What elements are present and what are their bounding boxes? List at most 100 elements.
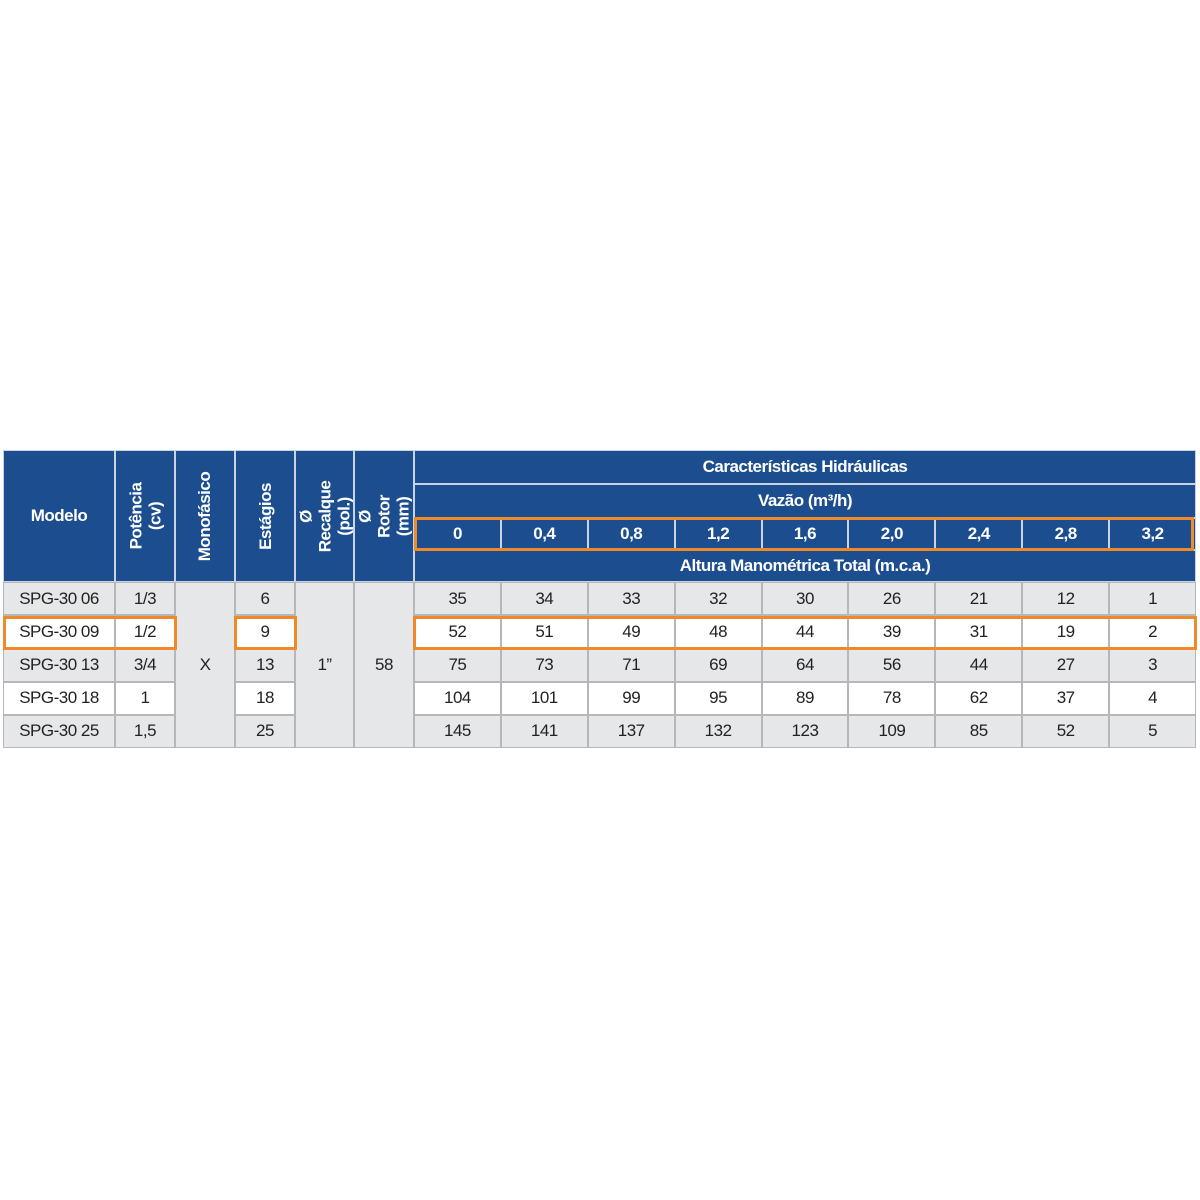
head-cell: 137: [587, 714, 675, 748]
model-cell: SPG-30 25: [3, 714, 115, 748]
head-cell-text: 56: [882, 654, 901, 674]
head-cell: 49: [587, 615, 675, 649]
head-cell-text: 51: [535, 621, 554, 641]
discharge-cell-text: 1”: [317, 655, 332, 674]
flow-cell-text: 3,2: [1141, 524, 1164, 543]
header-cell-text: Ø Recalque (pol.): [296, 480, 353, 552]
head-cell: 32: [674, 582, 762, 616]
head-cell-text: 49: [622, 621, 641, 641]
rotor-cell-text: 58: [375, 655, 393, 674]
model-cell: SPG-30 09: [3, 615, 115, 649]
head-cell: 4: [1109, 681, 1196, 715]
head-cell-text: 30: [796, 588, 814, 608]
power-cell-text: 1/2: [133, 621, 157, 641]
head-cell: 101: [500, 681, 588, 715]
stages-cell-text: 25: [256, 721, 274, 741]
head-cell-text: 101: [530, 688, 558, 708]
flow-cell: 1,2: [674, 518, 762, 550]
head-cell-text: 39: [882, 621, 901, 641]
head-cell-text: 1: [1148, 588, 1158, 608]
head-cell-text: 52: [448, 621, 467, 641]
single-phase-cell-text: X: [199, 655, 211, 674]
head-cell: 123: [761, 714, 849, 748]
head-cell: 78: [848, 681, 936, 715]
head-cell-text: 21: [969, 588, 988, 608]
head-cell-text: 34: [535, 588, 554, 608]
model-cell-text: SPG-30 09: [19, 621, 99, 641]
head-cell: 85: [935, 714, 1023, 748]
power-cell: 1/2: [115, 615, 175, 649]
header-cell-text: Modelo: [30, 506, 88, 525]
head-cell-text: 71: [622, 654, 641, 674]
power-cell-text: 1: [140, 688, 150, 708]
model-cell-text: SPG-30 25: [19, 721, 99, 741]
power-cell: 3/4: [115, 648, 175, 682]
head-cell: 95: [674, 681, 762, 715]
head-cell-text: 85: [969, 721, 988, 741]
head-cell: 64: [761, 648, 849, 682]
flow-cell-text: 2,8: [1054, 524, 1078, 543]
header-cell: Altura Manométrica Total (m.c.a.): [414, 550, 1196, 582]
head-cell: 12: [1022, 582, 1110, 616]
header-cell-text: Características Hidráulicas: [702, 457, 908, 476]
head-cell: 132: [674, 714, 762, 748]
head-cell-text: 104: [444, 688, 471, 708]
header-cell: Modelo: [3, 450, 115, 582]
head-cell-text: 78: [882, 688, 901, 708]
stages-cell-text: 9: [260, 621, 270, 641]
power-cell-text: 1/3: [133, 588, 157, 608]
head-cell: 21: [935, 582, 1023, 616]
head-cell-text: 99: [622, 688, 641, 708]
flow-cell: 2,8: [1022, 518, 1110, 550]
head-cell: 27: [1022, 648, 1110, 682]
flow-cell-text: 1,2: [707, 524, 730, 543]
single-phase-cell: X: [175, 582, 235, 748]
head-cell: 56: [848, 648, 936, 682]
head-cell-text: 141: [530, 721, 558, 741]
head-cell-text: 109: [878, 721, 906, 741]
head-cell: 69: [674, 648, 762, 682]
header-cell-text: Monofásico: [195, 471, 215, 561]
flow-cell: 1,6: [761, 518, 849, 550]
head-cell: 37: [1022, 681, 1110, 715]
header-cell: Estágios: [235, 450, 295, 582]
head-cell-text: 52: [1056, 721, 1075, 741]
head-cell-text: 4: [1148, 688, 1158, 708]
flow-cell-text: 2,0: [880, 524, 904, 543]
header-cell: Monofásico: [175, 450, 235, 582]
head-cell-text: 3: [1148, 654, 1158, 674]
head-cell-text: 32: [709, 588, 728, 608]
head-cell: 34: [500, 582, 588, 616]
power-cell-text: 1,5: [133, 721, 157, 741]
head-cell-text: 73: [535, 654, 554, 674]
flow-cell: 0,4: [500, 518, 588, 550]
model-cell: SPG-30 13: [3, 648, 115, 682]
head-cell: 89: [761, 681, 849, 715]
head-cell: 26: [848, 582, 936, 616]
head-cell-text: 132: [704, 721, 732, 741]
model-cell-text: SPG-30 18: [19, 688, 99, 708]
header-cell-text: Potência (cv): [126, 482, 165, 550]
stages-cell: 9: [235, 615, 295, 649]
head-cell-text: 2: [1148, 621, 1158, 641]
flow-cell-text: 0,8: [620, 524, 643, 543]
head-cell: 73: [500, 648, 588, 682]
stages-cell-text: 6: [260, 588, 270, 608]
head-cell: 1: [1109, 582, 1196, 616]
header-cell: Vazão (m³/h): [414, 484, 1196, 518]
head-cell-text: 31: [969, 621, 988, 641]
head-cell: 31: [935, 615, 1023, 649]
head-cell-text: 33: [622, 588, 641, 608]
head-cell-text: 44: [969, 654, 988, 674]
head-cell-text: 95: [709, 688, 728, 708]
head-cell: 52: [414, 615, 501, 649]
stages-cell-text: 13: [256, 654, 274, 674]
header-cell-text: Altura Manométrica Total (m.c.a.): [679, 556, 931, 575]
head-cell: 44: [935, 648, 1023, 682]
power-cell: 1,5: [115, 714, 175, 748]
flow-cell: 0: [414, 518, 501, 550]
head-cell-text: 69: [709, 654, 728, 674]
head-cell: 35: [414, 582, 501, 616]
model-cell-text: SPG-30 06: [19, 588, 99, 608]
